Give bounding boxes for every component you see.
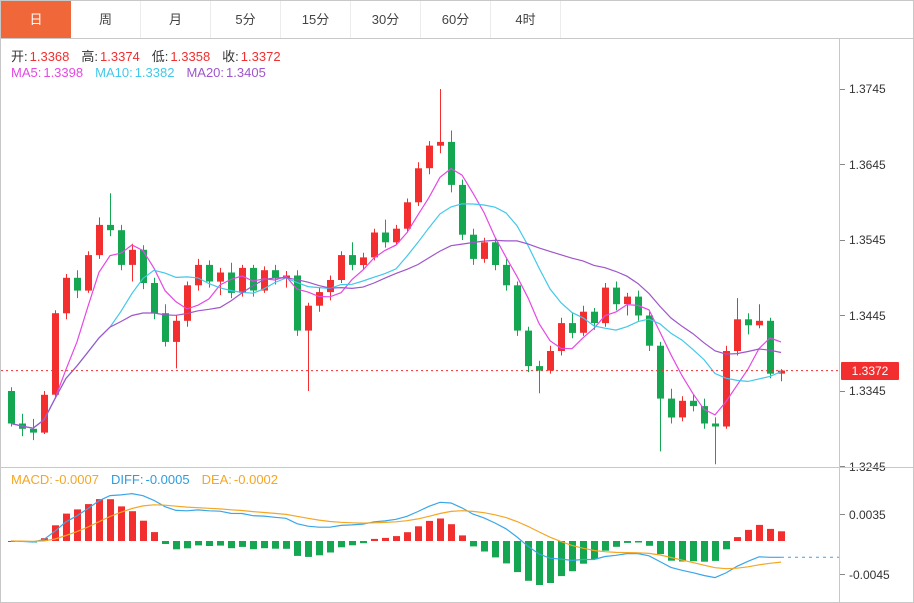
tab-5分[interactable]: 5分 [211,1,281,38]
tab-4时[interactable]: 4时 [491,1,561,38]
main-chart-panel: 开: 1.3368 高: 1.3374 低: 1.3358 收: 1.3372 MA5:… [1,39,839,467]
axis-tick-mark [840,88,845,90]
timeframe-tab-bar: 日周月 5分 15分 30分 60分 4时 [1,1,913,39]
candlestick-svg[interactable] [1,39,839,467]
tab-日[interactable]: 日 [1,1,71,38]
price-axis-tick: 1.3345 [840,383,886,399]
tab-30分[interactable]: 30分 [351,1,421,38]
tab-月[interactable]: 月 [141,1,211,38]
axis-tick-mark [840,514,845,516]
macd-svg[interactable] [1,468,839,603]
macd-axis-tick: -0.0045 [840,567,890,583]
axis-tick-mark [840,574,845,576]
panel-divider [1,467,913,468]
macd-panel: MACD: -0.0007 DIFF: -0.0005 DEA: -0.0002 [1,468,839,603]
axis-tick-mark [840,239,845,241]
tab-周[interactable]: 周 [71,1,141,38]
right-axis: 1.3372 1.3745 1.3645 1.3545 1.3445 1.3345 1.3… [840,39,913,602]
axis-tick-mark [840,390,845,392]
axis-tick-mark [840,164,845,165]
last-price-badge: 1.3372 [841,361,899,380]
price-axis-tick: 1.3645 [840,157,886,173]
tab-15分[interactable]: 15分 [281,1,351,38]
tab-60分[interactable]: 60分 [421,1,491,38]
axis-tick-mark [840,466,845,467]
macd-axis-tick: 0.0035 [840,507,886,523]
price-axis-tick: 1.3545 [840,232,886,248]
axis-tick-mark [840,315,845,316]
price-axis-tick: 1.3445 [840,308,886,324]
price-axis-tick: 1.3745 [840,81,886,97]
axis-divider [839,39,840,602]
price-axis-tick: 1.3245 [840,459,886,475]
